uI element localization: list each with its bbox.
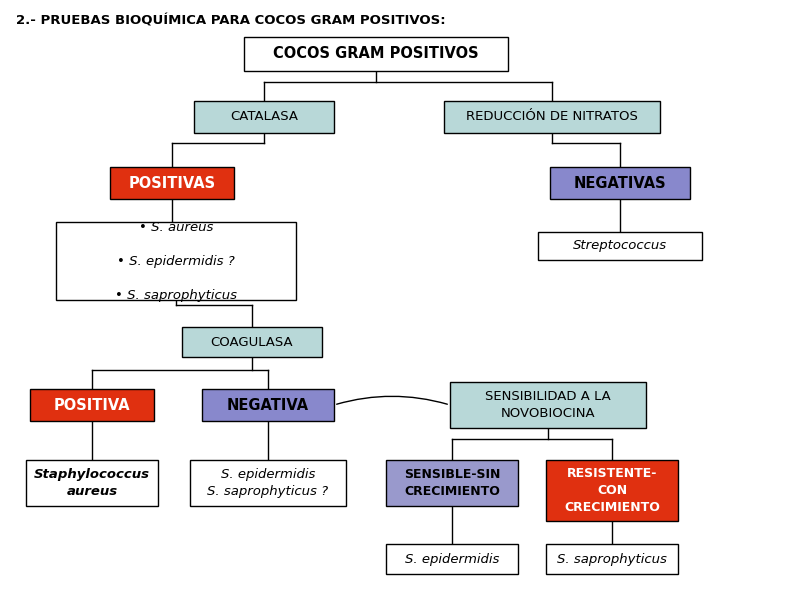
Text: NEGATIVA: NEGATIVA (227, 397, 309, 413)
Text: POSITIVAS: POSITIVAS (129, 176, 215, 191)
FancyBboxPatch shape (202, 389, 334, 421)
Text: COAGULASA: COAGULASA (210, 335, 294, 349)
Text: S. epidermidis: S. epidermidis (405, 553, 499, 566)
Text: POSITIVA: POSITIVA (54, 397, 130, 413)
FancyBboxPatch shape (546, 544, 678, 574)
Text: Streptococcus: Streptococcus (573, 239, 667, 253)
FancyBboxPatch shape (182, 327, 322, 357)
FancyBboxPatch shape (550, 167, 690, 199)
Text: Staphylococcus
aureus: Staphylococcus aureus (34, 468, 150, 498)
FancyBboxPatch shape (110, 167, 234, 199)
FancyBboxPatch shape (56, 222, 296, 300)
Text: SENSIBILIDAD A LA
NOVOBIOCINA: SENSIBILIDAD A LA NOVOBIOCINA (485, 390, 611, 420)
FancyBboxPatch shape (190, 460, 346, 506)
FancyBboxPatch shape (386, 460, 518, 506)
FancyBboxPatch shape (450, 382, 646, 428)
FancyBboxPatch shape (30, 389, 154, 421)
Text: • S. aureus

• S. epidermidis ?

• S. saprophyticus: • S. aureus • S. epidermidis ? • S. sapr… (115, 221, 237, 302)
Text: S. epidermidis
S. saprophyticus ?: S. epidermidis S. saprophyticus ? (207, 468, 329, 498)
Text: COCOS GRAM POSITIVOS: COCOS GRAM POSITIVOS (273, 46, 479, 61)
FancyBboxPatch shape (538, 232, 702, 260)
FancyBboxPatch shape (26, 460, 158, 506)
FancyBboxPatch shape (386, 544, 518, 574)
Text: 2.- PRUEBAS BIOQUÍMICA PARA COCOS GRAM POSITIVOS:: 2.- PRUEBAS BIOQUÍMICA PARA COCOS GRAM P… (16, 15, 446, 28)
FancyBboxPatch shape (244, 37, 508, 71)
FancyBboxPatch shape (546, 460, 678, 521)
Text: SENSIBLE-SIN
CRECIMIENTO: SENSIBLE-SIN CRECIMIENTO (404, 468, 500, 498)
Text: NEGATIVAS: NEGATIVAS (574, 176, 666, 191)
FancyBboxPatch shape (444, 101, 660, 133)
FancyBboxPatch shape (194, 101, 334, 133)
Text: RESISTENTE-
CON
CRECIMIENTO: RESISTENTE- CON CRECIMIENTO (564, 467, 660, 514)
Text: CATALASA: CATALASA (230, 110, 298, 124)
Text: REDUCCIÓN DE NITRATOS: REDUCCIÓN DE NITRATOS (466, 110, 638, 124)
Text: S. saprophyticus: S. saprophyticus (557, 553, 667, 566)
